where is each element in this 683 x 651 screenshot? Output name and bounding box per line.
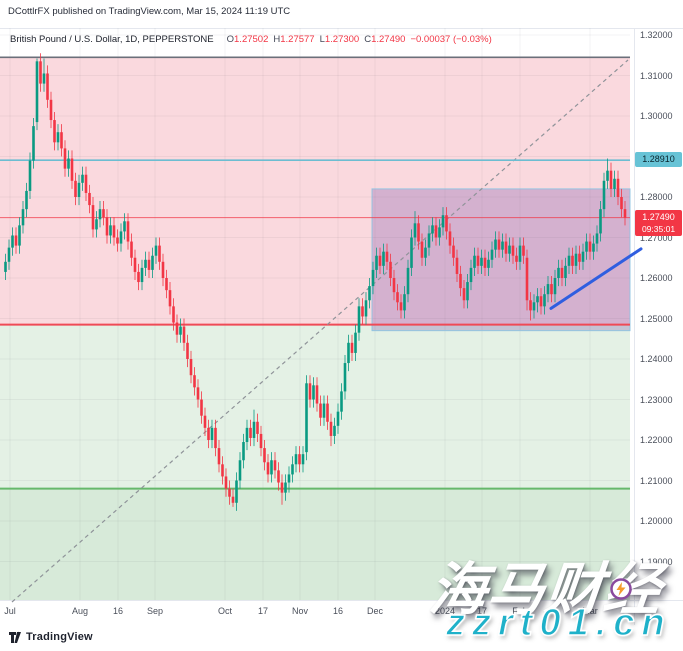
price-tick-label: 1.26000 [640,273,673,283]
tradingview-brand-text: TradingView [26,631,93,643]
last-price-value: 1.27490 [642,211,675,222]
price-zones [0,57,630,600]
grid [0,28,630,600]
dashed-diagonal-trendline [11,59,629,603]
time-tick-label: Sep [146,606,164,616]
symbol-legend: British Pound / U.S. Dollar, 1D, PEPPERS… [10,34,492,45]
time-tick-label: 16 [112,606,124,616]
time-tick-label: Feb [512,606,528,616]
resistance-zone [0,57,630,325]
publish-attribution: DCottlrFX published on TradingView.com, … [8,6,291,17]
widget-top-border [0,28,683,29]
time-tick-label: Mar [582,606,598,616]
support-zone [0,324,630,600]
price-tick-label: 1.25000 [640,313,673,324]
price-tick-label: 1.28000 [640,192,673,202]
price-tick-label: 1.32000 [640,30,673,40]
last-price-label[interactable]: 1.27490 09:35:01 [635,209,682,236]
price-tick-label: 1.21000 [640,475,673,486]
time-tick-label: Oct [217,606,233,616]
low-value: 1.27300 [324,34,360,45]
open-value: 1.27502 [234,34,269,45]
high-label: H [273,34,281,45]
bar-countdown: 09:35:01 [641,223,676,234]
zone-borders [0,56,630,490]
time-tick-label: Dec [366,606,384,616]
time-tick-label: 17 [257,606,269,616]
price-tick-label: 1.22000 [640,435,673,445]
candlestick-chart-canvas[interactable] [0,28,683,625]
time-tick-label: 17 [476,606,488,616]
high-value: 1.27577 [280,34,315,45]
tradingview-logo-icon [9,631,21,643]
price-tick-label: 1.23000 [640,394,673,405]
symbol-title[interactable]: British Pound / U.S. Dollar, 1D, PEPPERS… [10,34,214,45]
candles [4,53,627,511]
tradingview-attribution[interactable]: TradingView [8,630,93,644]
price-tick-label: 1.19000 [640,556,673,567]
price-tick-label: 1.30000 [640,111,673,121]
lightning-badge-icon [610,578,632,605]
close-value: 1.27490 [371,34,406,45]
alert-price-label[interactable]: 1.28910 [635,152,682,168]
price-axis-separator [634,28,635,625]
close-label: C [364,34,372,45]
price-tick-label: 1.24000 [640,354,673,364]
low-label: L [319,34,325,45]
time-tick-label: Jul [4,606,16,616]
change-value: −0.00037 (−0.03%) [410,34,492,45]
open-label: O [226,34,235,45]
time-tick-label: 2024 [434,606,456,616]
watermark-url: zzrt01.cn [445,601,672,645]
time-axis-separator [0,600,683,601]
time-tick-label: Aug [71,606,89,616]
blue-trendline [549,247,643,310]
time-tick-label: 16 [332,606,344,616]
price-tick-label: 1.20000 [640,516,673,526]
time-tick-label: Nov [291,606,309,616]
price-tick-label: 1.31000 [640,70,673,81]
price-tick-label: 1.27000 [640,232,673,243]
